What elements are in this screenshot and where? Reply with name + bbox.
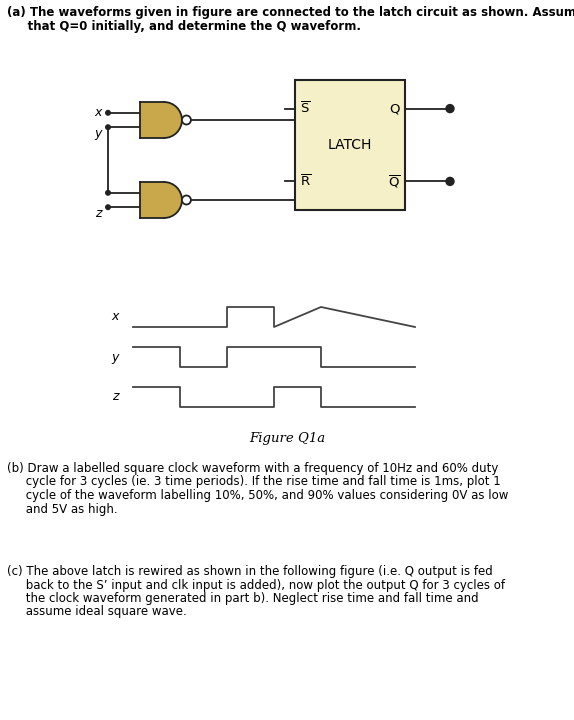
Wedge shape xyxy=(164,102,182,138)
Circle shape xyxy=(105,190,111,196)
Bar xyxy=(140,102,164,138)
Text: $\mathsf{\overline{S}}$: $\mathsf{\overline{S}}$ xyxy=(300,101,311,117)
Circle shape xyxy=(105,124,111,130)
Text: that Q=0 initially, and determine the Q waveform.: that Q=0 initially, and determine the Q … xyxy=(7,20,361,33)
Text: z: z xyxy=(95,207,102,220)
Circle shape xyxy=(105,204,111,210)
Text: y: y xyxy=(111,351,119,364)
Bar xyxy=(140,182,164,218)
Text: (c) The above latch is rewired as shown in the following figure (i.e. Q output i: (c) The above latch is rewired as shown … xyxy=(7,565,492,578)
Text: (a) The waveforms given in figure are connected to the latch circuit as shown. A: (a) The waveforms given in figure are co… xyxy=(7,6,574,19)
Text: (b) Draw a labelled square clock waveform with a frequency of 10Hz and 60% duty: (b) Draw a labelled square clock wavefor… xyxy=(7,462,498,475)
Text: Q: Q xyxy=(390,102,400,115)
Text: x: x xyxy=(95,107,102,120)
Text: assume ideal square wave.: assume ideal square wave. xyxy=(7,606,187,618)
Circle shape xyxy=(446,104,454,112)
Bar xyxy=(295,80,405,210)
Text: $\mathsf{\overline{R}}$: $\mathsf{\overline{R}}$ xyxy=(300,174,311,189)
Circle shape xyxy=(105,109,111,116)
Text: $\mathsf{\overline{Q}}$: $\mathsf{\overline{Q}}$ xyxy=(387,174,400,189)
Text: cycle for 3 cycles (ie. 3 time periods). If the rise time and fall time is 1ms, : cycle for 3 cycles (ie. 3 time periods).… xyxy=(7,475,501,488)
Text: LATCH: LATCH xyxy=(328,138,372,152)
Text: y: y xyxy=(95,127,102,140)
Text: the clock waveform generated in part b). Neglect rise time and fall time and: the clock waveform generated in part b).… xyxy=(7,592,479,605)
Text: x: x xyxy=(111,310,119,323)
Wedge shape xyxy=(164,182,182,218)
Circle shape xyxy=(446,177,454,185)
Text: cycle of the waveform labelling 10%, 50%, and 90% values considering 0V as low: cycle of the waveform labelling 10%, 50%… xyxy=(7,489,509,502)
Text: Figure Q1a: Figure Q1a xyxy=(249,432,325,445)
Text: and 5V as high.: and 5V as high. xyxy=(7,503,118,516)
Text: back to the S’ input and clk input is added), now plot the output Q for 3 cycles: back to the S’ input and clk input is ad… xyxy=(7,578,505,592)
Circle shape xyxy=(182,196,191,204)
Text: z: z xyxy=(113,390,119,403)
Circle shape xyxy=(182,115,191,125)
